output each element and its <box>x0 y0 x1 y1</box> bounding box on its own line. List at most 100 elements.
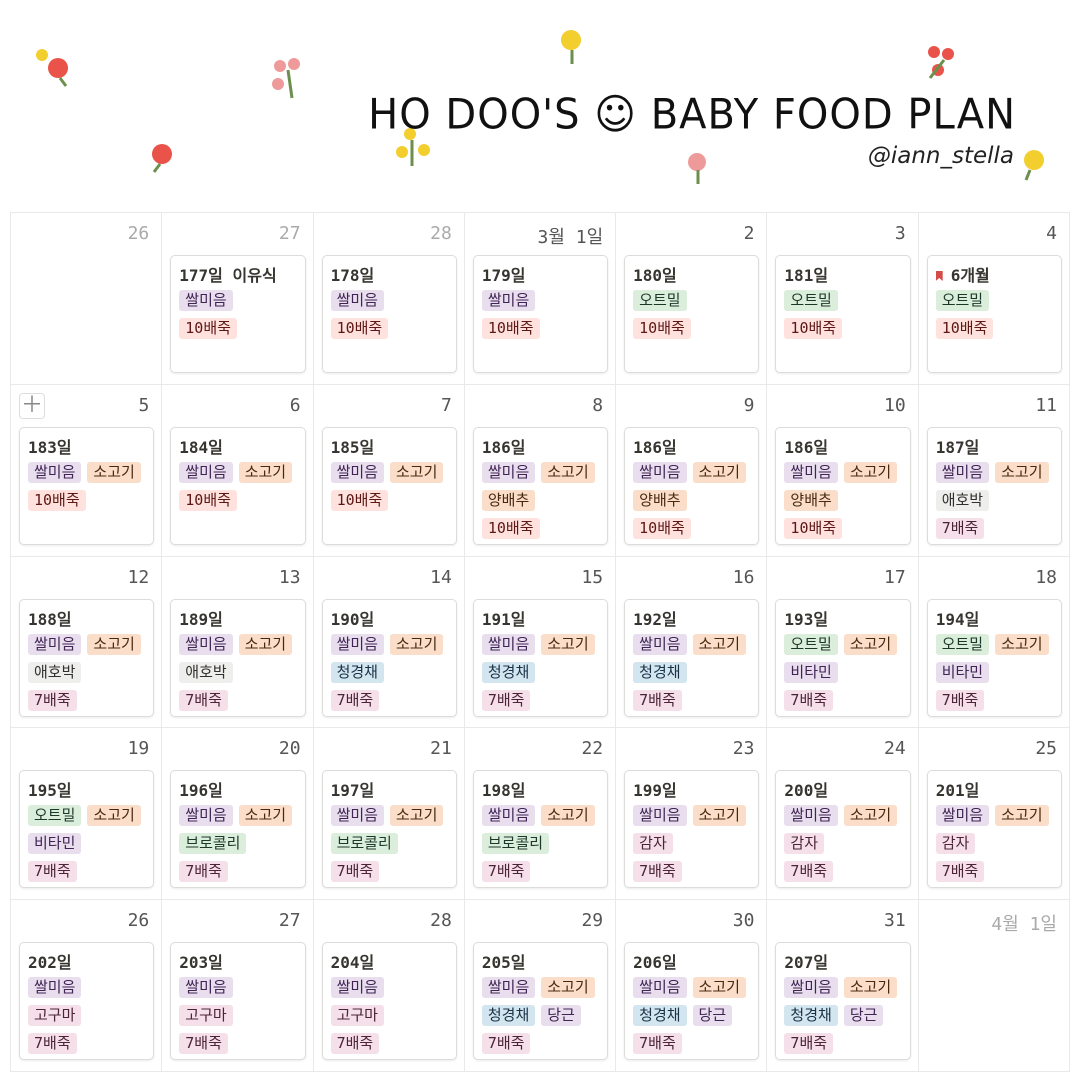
tag: 당근 <box>692 1005 733 1027</box>
tag: 쌀미음 <box>330 805 384 827</box>
event-title-text: 191일 <box>481 609 526 629</box>
date-label: 18 <box>1035 566 1057 588</box>
tag: 7배죽 <box>481 1033 531 1055</box>
event-card[interactable]: 186일 쌀미음 소고기 양배추 10배죽 <box>775 426 911 545</box>
event-card[interactable]: 204일 쌀미음 고구마 7배죽 <box>321 942 457 1061</box>
tag: 10배죽 <box>481 318 540 339</box>
event-card[interactable]: 180일 오트밀 10배죽 <box>624 255 760 373</box>
event-card[interactable]: 189일 쌀미음 소고기 애호박 7배죽 <box>170 598 306 717</box>
tag-row: 브로콜리 <box>481 833 607 861</box>
event-card[interactable]: 198일 쌀미음 소고기 브로콜리 7배죽 <box>472 770 609 889</box>
event-card[interactable]: 194일 오트밀 소고기 비타민 7배죽 <box>926 598 1062 717</box>
event-card[interactable]: 178일 쌀미음 10배죽 <box>321 255 457 373</box>
tag-row: 오트밀 <box>784 290 909 318</box>
event-card[interactable]: 177일 이유식 쌀미음 10배죽 <box>170 255 306 373</box>
event-title-text: 186일 <box>633 437 677 457</box>
tag: 비타민 <box>784 661 838 683</box>
event-title-text: 203일 <box>179 953 223 973</box>
event-title-text: 190일 <box>330 609 375 629</box>
flower <box>152 144 172 173</box>
event-card[interactable]: 185일 쌀미음 소고기 10배죽 <box>321 426 457 545</box>
day-cell: 28 204일 쌀미음 고구마 7배죽 <box>313 900 465 1072</box>
date-label: 26 <box>127 910 150 932</box>
day-cell: 30 206일 쌀미음 소고기 청경채 당근 7배죽 <box>616 900 768 1072</box>
tag: 소고기 <box>843 461 898 483</box>
event-title: 177일 이유식 <box>179 262 304 290</box>
event-title: 198일 <box>482 777 607 805</box>
date-label: 27 <box>278 910 301 932</box>
tag: 10배죽 <box>179 489 237 511</box>
day-cell: 4 6개월 오트밀 10배죽 <box>918 213 1070 385</box>
event-card[interactable]: 183일 쌀미음 소고기 10배죽 <box>19 426 155 545</box>
event-title-text: 205일 <box>481 953 526 973</box>
event-card[interactable]: 186일 쌀미음 소고기 양배추 10배죽 <box>624 426 760 545</box>
tag-row: 쌀미음 소고기 <box>330 805 456 833</box>
event-card[interactable]: 201일 쌀미음 소고기 감자 7배죽 <box>926 770 1062 889</box>
tag-row: 쌀미음 소고기 <box>28 461 153 490</box>
tag-row: 비타민 <box>28 833 153 861</box>
event-title: 194일 <box>936 606 1061 634</box>
date-label: 26 <box>127 223 150 244</box>
event-card[interactable]: 197일 쌀미음 소고기 브로콜리 7배죽 <box>321 770 457 889</box>
event-title-text: 195일 <box>28 781 72 801</box>
event-card[interactable]: 195일 오트밀 소고기 비타민 7배죽 <box>19 770 155 889</box>
tag: 7배죽 <box>179 689 228 711</box>
tag: 청경채 <box>633 661 687 683</box>
event-title: 181일 <box>784 262 909 290</box>
flower <box>36 49 68 87</box>
day-cell: 29 205일 쌀미음 소고기 청경채 당근 7배죽 <box>464 900 617 1072</box>
tag: 오트밀 <box>935 633 990 655</box>
event-card[interactable]: 188일 쌀미음 소고기 애호박 7배죽 <box>19 598 155 717</box>
event-title-text: 185일 <box>330 437 375 457</box>
flower <box>688 153 706 184</box>
event-card[interactable]: 202일 쌀미음 고구마 7배죽 <box>19 942 155 1061</box>
day-cell: 3 181일 오트밀 10배죽 <box>767 213 919 385</box>
event-card[interactable]: 192일 쌀미음 소고기 청경채 7배죽 <box>624 598 760 717</box>
flower <box>1024 150 1044 181</box>
tag-row: 7배죽 <box>784 689 909 716</box>
event-card[interactable]: 200일 쌀미음 소고기 감자 7배죽 <box>775 770 911 889</box>
tag: 10배죽 <box>784 318 843 339</box>
tag: 쌀미음 <box>935 461 990 483</box>
event-card[interactable]: 196일 쌀미음 소고기 브로콜리 7배죽 <box>170 770 306 889</box>
date-label: 28 <box>430 910 452 932</box>
event-title-text: 192일 <box>633 609 677 629</box>
date-label: 17 <box>884 566 906 588</box>
event-card[interactable]: 206일 쌀미음 소고기 청경채 당근 7배죽 <box>624 942 760 1061</box>
tag: 애호박 <box>28 661 82 683</box>
event-card[interactable]: 193일 오트밀 소고기 비타민 7배죽 <box>775 598 911 717</box>
event-card[interactable]: 187일 쌀미음 소고기 애호박 7배죽 <box>926 426 1062 545</box>
tag-row: 쌀미음 <box>179 977 304 1005</box>
tag-row: 청경채 <box>330 661 456 690</box>
event-card[interactable]: 179일 쌀미음 10배죽 <box>472 255 609 373</box>
event-title: 185일 <box>331 434 456 462</box>
event-card[interactable]: 191일 쌀미음 소고기 청경채 7배죽 <box>472 598 609 717</box>
tag: 쌀미음 <box>330 977 384 999</box>
event-title-text: 202일 <box>28 953 72 973</box>
event-card[interactable]: 203일 쌀미음 고구마 7배죽 <box>170 942 306 1061</box>
event-card[interactable]: 190일 쌀미음 소고기 청경채 7배죽 <box>321 598 457 717</box>
event-card[interactable]: 186일 쌀미음 소고기 양배추 10배죽 <box>472 426 609 545</box>
event-card[interactable]: 184일 쌀미음 소고기 10배죽 <box>170 426 306 545</box>
tag: 애호박 <box>179 661 233 683</box>
event-title-text: 179일 <box>481 266 526 285</box>
date-label: 31 <box>884 910 906 932</box>
event-card[interactable]: 181일 오트밀 10배죽 <box>775 255 911 373</box>
day-cell: 9 186일 쌀미음 소고기 양배추 10배죽 <box>616 384 768 557</box>
tag-row: 쌀미음 소고기 <box>481 461 607 490</box>
tag: 쌀미음 <box>179 290 233 311</box>
date-label: 2 <box>743 223 755 244</box>
tag-row: 쌀미음 소고기 <box>330 461 456 490</box>
event-card[interactable]: 207일 쌀미음 소고기 청경채 당근 7배죽 <box>775 942 911 1061</box>
day-cell: 17 193일 오트밀 소고기 비타민 7배죽 <box>767 556 919 729</box>
tag: 10배죽 <box>481 517 540 539</box>
add-button[interactable]: ＋ <box>19 392 45 419</box>
tag: 양배추 <box>784 489 838 511</box>
tag-row: 7배죽 <box>633 689 758 716</box>
event-card[interactable]: 205일 쌀미음 소고기 청경채 당근 7배죽 <box>472 942 609 1061</box>
date-label: 3월 1일 <box>537 227 604 248</box>
date-label: 25 <box>1035 738 1057 760</box>
date-label: 8 <box>592 394 604 416</box>
event-card[interactable]: 199일 쌀미음 소고기 감자 7배죽 <box>624 770 760 889</box>
event-card[interactable]: 6개월 오트밀 10배죽 <box>926 255 1062 373</box>
